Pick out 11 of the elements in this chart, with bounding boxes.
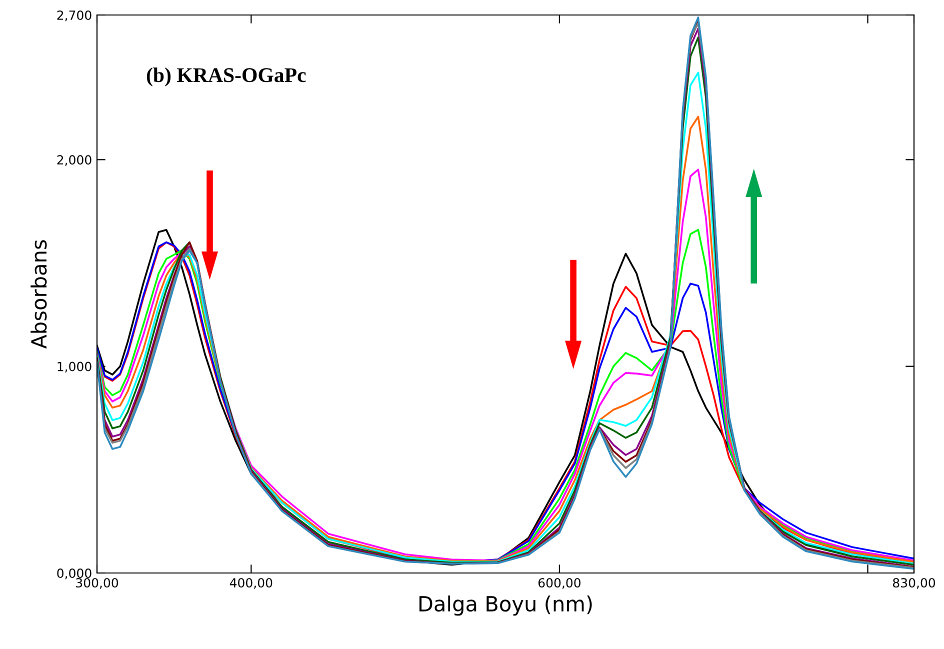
x-tick-label: 600,00 bbox=[538, 578, 580, 589]
x-tick-label: 300,00 bbox=[76, 578, 118, 589]
y-tick-label: 2,000 bbox=[57, 155, 92, 166]
y-tick-label: 1,000 bbox=[58, 362, 92, 373]
x-tick-label: 830,00 bbox=[892, 578, 936, 589]
y-tick-label: 2,700 bbox=[57, 10, 92, 22]
y-axis-title: Absorbans bbox=[30, 240, 47, 349]
y-tick-label: 0,000 bbox=[57, 568, 92, 580]
x-axis-title: Dalga Boyu (nm) bbox=[419, 596, 592, 616]
x-tick-label: 400,00 bbox=[230, 578, 272, 589]
annotation: (b) KRAS-OGaPc bbox=[146, 68, 306, 86]
